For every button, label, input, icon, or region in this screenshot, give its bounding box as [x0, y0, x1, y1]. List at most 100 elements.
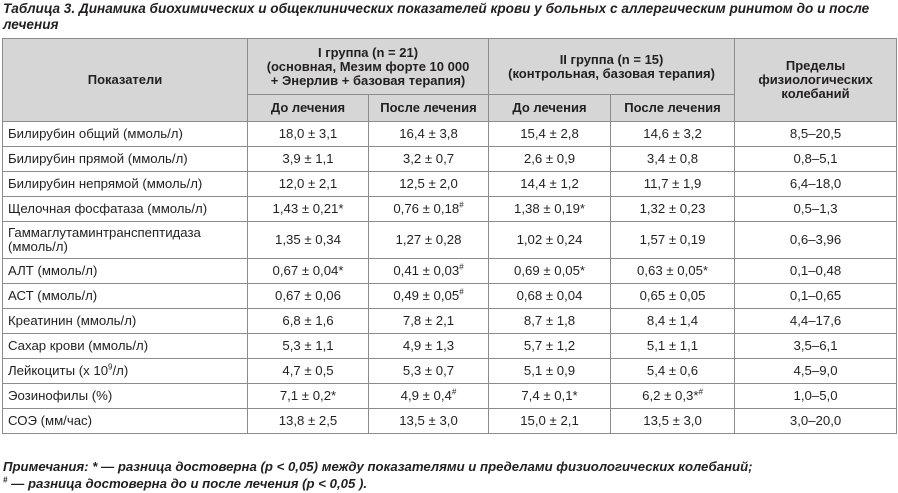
cell-limits: 1,0–5,0	[734, 383, 898, 409]
header-limits-2: физиологических	[758, 72, 873, 87]
row-name: АЛТ (ммоль/л)	[2, 258, 248, 284]
row-name: Лейкоциты (х 109/л)	[2, 358, 248, 384]
cell-g1-after: 4,9 ± 0,4#	[367, 383, 490, 409]
cell-g1-after: 4,9 ± 1,3	[367, 333, 490, 359]
row-name-line-1: Гаммаглутаминтранспептидаза	[8, 225, 201, 240]
row-name: Билирубин прямой (ммоль/л)	[2, 146, 248, 172]
header-g2-after: После лечения	[610, 94, 736, 122]
cell-g1-after: 3,2 ± 0,7	[367, 146, 490, 172]
cell-value: 0,49 ± 0,05	[393, 288, 460, 303]
table-row: Билирубин общий (ммоль/л) 18,0 ± 3,1 16,…	[2, 121, 898, 147]
cell-g1-after: 5,3 ± 0,7	[367, 358, 490, 384]
header-group-2-desc: (контрольная, базовая терапия)	[508, 65, 715, 81]
cell-g1-before: 0,67 ± 0,04*	[247, 258, 369, 284]
cell-g1-before: 18,0 ± 3,1	[247, 121, 369, 147]
cell-g2-after: 1,57 ± 0,19	[610, 221, 736, 259]
cell-limits: 0,5–1,3	[734, 196, 898, 222]
cell-g1-before: 6,8 ± 1,6	[247, 308, 369, 334]
header-group-1-desc-2: + Энерлив + базовая терапия)	[270, 72, 466, 88]
cell-g1-before: 1,35 ± 0,34	[247, 221, 369, 259]
cell-value: 4,9 ± 0,4	[400, 388, 452, 403]
cell-g1-after: 0,76 ± 0,18#	[367, 196, 490, 222]
header-g1-after: После лечения	[367, 94, 490, 122]
cell-g1-after: 16,4 ± 3,8	[367, 121, 490, 147]
cell-g2-after: 11,7 ± 1,9	[610, 171, 736, 197]
table-row: Эозинофилы (%) 7,1 ± 0,2* 4,9 ± 0,4# 7,4…	[2, 383, 898, 409]
cell-g2-before: 5,7 ± 1,2	[488, 333, 612, 359]
header-row-phases: До лечения После лечения До лечения Посл…	[3, 94, 897, 122]
row-name-tail: /л)	[112, 363, 129, 378]
header-group-2: II группа (n = 15) (контрольная, базовая…	[488, 38, 736, 95]
row-name: Креатинин (ммоль/л)	[2, 308, 248, 334]
cell-g2-before: 5,1 ± 0,9	[488, 358, 612, 384]
cell-g1-before: 7,1 ± 0,2*	[247, 383, 369, 409]
cell-g1-after: 1,27 ± 0,28	[367, 221, 490, 259]
cell-g2-before: 8,7 ± 1,8	[488, 308, 612, 334]
header-row-groups: Показатели I группа (n = 21) (основная, …	[2, 38, 898, 122]
row-name-line-2: (ммоль/л)	[8, 239, 68, 254]
table-row: АЛТ (ммоль/л) 0,67 ± 0,04* 0,41 ± 0,03# …	[2, 258, 898, 284]
cell-g2-after: 8,4 ± 1,4	[610, 308, 736, 334]
row-name: Билирубин общий (ммоль/л)	[2, 121, 248, 147]
header-g1-before: До лечения	[247, 94, 369, 122]
cell-g1-before: 4,7 ± 0,5	[247, 358, 369, 384]
header-group-2-title: II группа (n = 15)	[559, 51, 664, 67]
cell-g1-before: 3,9 ± 1,1	[247, 146, 369, 172]
table-row: АСТ (ммоль/л) 0,67 ± 0,06 0,49 ± 0,05# 0…	[2, 283, 898, 309]
significance-mark: #	[459, 200, 464, 210]
table-row: Гаммаглутаминтранспептидаза (ммоль/л) 1,…	[2, 221, 898, 259]
cell-g2-before: 7,4 ± 0,1*	[488, 383, 612, 409]
table-row: Креатинин (ммоль/л) 6,8 ± 1,6 7,8 ± 2,1 …	[2, 308, 898, 334]
cell-g1-after: 7,8 ± 2,1	[367, 308, 490, 334]
table-row: Лейкоциты (х 109/л) 4,7 ± 0,5 5,3 ± 0,7 …	[2, 358, 898, 384]
cell-g2-before: 15,0 ± 2,1	[488, 408, 612, 434]
note-mark: #	[3, 475, 8, 485]
note-text: — разница достоверна до и после лечения …	[7, 476, 368, 491]
significance-mark: #	[459, 262, 464, 272]
table-row: Билирубин прямой (ммоль/л) 3,9 ± 1,1 3,2…	[2, 146, 898, 172]
cell-limits: 6,4–18,0	[734, 171, 898, 197]
header-indicator: Показатели	[2, 38, 248, 122]
table-caption: Таблица 3. Динамика биохимических и обще…	[3, 1, 870, 32]
cell-g2-after: 0,63 ± 0,05*	[610, 258, 736, 284]
significance-mark: #	[459, 287, 464, 297]
cell-g2-before: 1,02 ± 0,24	[488, 221, 612, 259]
table-row: Щелочная фосфатаза (ммоль/л) 1,43 ± 0,21…	[2, 196, 898, 222]
significance-mark: #	[698, 387, 703, 397]
note-line-2: # — разница достоверна до и после лечени…	[3, 475, 893, 492]
cell-g2-after: 6,2 ± 0,3*#	[610, 383, 736, 409]
cell-value: 0,76 ± 0,18	[393, 201, 460, 216]
cell-limits: 3,0–20,0	[734, 408, 898, 434]
table-row: Сахар крови (ммоль/л) 5,3 ± 1,1 4,9 ± 1,…	[2, 333, 898, 359]
row-name: СОЭ (мм/час)	[2, 408, 248, 434]
cell-g1-before: 0,67 ± 0,06	[247, 283, 369, 309]
cell-limits: 8,5–20,5	[734, 121, 898, 147]
cell-g2-after: 3,4 ± 0,8	[610, 146, 736, 172]
cell-g1-after: 12,5 ± 2,0	[367, 171, 490, 197]
row-name: Сахар крови (ммоль/л)	[2, 333, 248, 359]
cell-g2-before: 1,38 ± 0,19*	[488, 196, 612, 222]
cell-limits: 4,4–17,6	[734, 308, 898, 334]
row-name: Гаммаглутаминтранспептидаза (ммоль/л)	[2, 221, 248, 259]
cell-value: 6,2 ± 0,3*	[642, 388, 699, 403]
header-group-1-desc-1: (основная, Мезим форте 10 000	[266, 58, 470, 74]
cell-g2-after: 5,1 ± 1,1	[610, 333, 736, 359]
data-table: Показатели I группа (n = 21) (основная, …	[2, 38, 898, 434]
header-limits-3: колебаний	[781, 86, 850, 101]
row-name: Эозинофилы (%)	[2, 383, 248, 409]
cell-g1-after: 13,5 ± 3,0	[367, 408, 490, 434]
table-notes: Примечания: * — разница достоверна (р < …	[3, 458, 893, 492]
cell-limits: 0,1–0,48	[734, 258, 898, 284]
cell-g2-before: 0,68 ± 0,04	[488, 283, 612, 309]
cell-g1-after: 0,41 ± 0,03#	[367, 258, 490, 284]
cell-limits: 3,5–6,1	[734, 333, 898, 359]
cell-limits: 4,5–9,0	[734, 358, 898, 384]
cell-g2-after: 14,6 ± 3,2	[610, 121, 736, 147]
cell-g2-after: 1,32 ± 0,23	[610, 196, 736, 222]
row-name: АСТ (ммоль/л)	[2, 283, 248, 309]
cell-g2-after: 5,4 ± 0,6	[610, 358, 736, 384]
table-row: СОЭ (мм/час) 13,8 ± 2,5 13,5 ± 3,0 15,0 …	[2, 408, 898, 434]
note-line-1: Примечания: * — разница достоверна (р < …	[3, 459, 753, 474]
cell-g1-after: 0,49 ± 0,05#	[367, 283, 490, 309]
cell-g2-before: 14,4 ± 1,2	[488, 171, 612, 197]
